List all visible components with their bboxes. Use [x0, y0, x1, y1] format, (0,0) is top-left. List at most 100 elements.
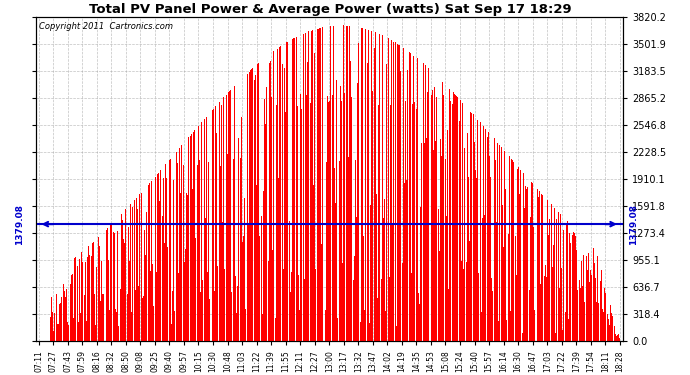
Bar: [356, 217, 357, 341]
Bar: [135, 290, 136, 341]
Bar: [149, 183, 150, 341]
Bar: [310, 31, 312, 341]
Bar: [88, 246, 89, 341]
Bar: [500, 147, 502, 341]
Bar: [127, 294, 128, 341]
Bar: [320, 28, 321, 341]
Bar: [321, 244, 322, 341]
Bar: [391, 40, 392, 341]
Bar: [586, 270, 588, 341]
Bar: [158, 172, 159, 341]
Bar: [533, 227, 534, 341]
Bar: [435, 141, 436, 341]
Bar: [295, 37, 297, 341]
Bar: [305, 33, 306, 341]
Bar: [457, 98, 458, 341]
Bar: [378, 105, 380, 341]
Bar: [371, 31, 372, 341]
Bar: [82, 262, 83, 341]
Bar: [393, 42, 395, 341]
Bar: [181, 145, 182, 341]
Bar: [72, 274, 73, 341]
Bar: [332, 95, 333, 341]
Bar: [255, 75, 256, 341]
Bar: [257, 64, 258, 341]
Bar: [109, 310, 110, 341]
Bar: [537, 189, 538, 341]
Bar: [493, 138, 495, 341]
Bar: [382, 36, 383, 341]
Bar: [137, 209, 138, 341]
Bar: [381, 279, 382, 341]
Bar: [517, 169, 518, 341]
Bar: [426, 138, 427, 341]
Bar: [502, 205, 503, 341]
Bar: [411, 273, 412, 341]
Bar: [398, 45, 399, 341]
Bar: [230, 90, 231, 341]
Bar: [122, 219, 123, 341]
Bar: [90, 255, 92, 341]
Bar: [361, 28, 362, 341]
Bar: [286, 42, 287, 341]
Title: Total PV Panel Power & Average Power (watts) Sat Sep 17 18:29: Total PV Panel Power & Average Power (wa…: [88, 3, 571, 16]
Bar: [86, 321, 87, 341]
Bar: [59, 304, 60, 341]
Bar: [354, 256, 355, 341]
Bar: [408, 52, 410, 341]
Bar: [433, 150, 434, 341]
Bar: [107, 228, 108, 341]
Bar: [542, 195, 544, 341]
Bar: [373, 48, 375, 341]
Bar: [562, 330, 563, 341]
Bar: [315, 268, 316, 341]
Bar: [288, 221, 290, 341]
Bar: [447, 130, 448, 341]
Bar: [504, 151, 505, 341]
Bar: [183, 165, 184, 341]
Bar: [194, 130, 195, 341]
Bar: [454, 94, 455, 341]
Bar: [93, 242, 94, 341]
Bar: [244, 198, 245, 341]
Bar: [261, 216, 262, 341]
Bar: [63, 291, 65, 341]
Bar: [184, 262, 185, 341]
Bar: [545, 265, 546, 341]
Bar: [129, 261, 130, 341]
Bar: [429, 249, 431, 341]
Bar: [428, 68, 429, 341]
Bar: [466, 133, 468, 341]
Bar: [254, 80, 255, 341]
Bar: [308, 32, 309, 341]
Bar: [511, 159, 512, 341]
Bar: [571, 236, 573, 341]
Bar: [78, 322, 79, 341]
Bar: [602, 309, 603, 341]
Bar: [342, 262, 343, 341]
Bar: [339, 86, 341, 341]
Bar: [179, 148, 180, 341]
Bar: [596, 302, 597, 341]
Bar: [510, 311, 511, 341]
Bar: [377, 298, 378, 341]
Bar: [151, 181, 152, 341]
Bar: [195, 238, 197, 341]
Bar: [618, 334, 619, 341]
Bar: [242, 242, 243, 341]
Bar: [101, 261, 102, 341]
Bar: [163, 178, 164, 341]
Bar: [175, 152, 177, 341]
Bar: [50, 317, 51, 341]
Bar: [313, 185, 314, 341]
Bar: [512, 160, 513, 341]
Bar: [251, 69, 253, 341]
Bar: [279, 47, 280, 341]
Bar: [601, 270, 602, 341]
Bar: [159, 201, 160, 341]
Bar: [248, 223, 249, 341]
Bar: [579, 280, 580, 341]
Bar: [459, 121, 460, 341]
Bar: [102, 294, 103, 341]
Bar: [156, 272, 157, 341]
